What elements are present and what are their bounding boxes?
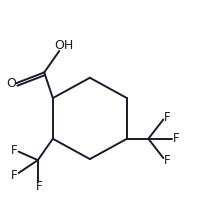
Text: F: F xyxy=(10,169,17,182)
Text: O: O xyxy=(6,77,16,90)
Text: F: F xyxy=(10,144,17,157)
Text: F: F xyxy=(164,154,171,167)
Text: F: F xyxy=(36,180,42,193)
Text: F: F xyxy=(164,111,171,124)
Text: OH: OH xyxy=(54,39,73,52)
Text: F: F xyxy=(173,132,180,145)
